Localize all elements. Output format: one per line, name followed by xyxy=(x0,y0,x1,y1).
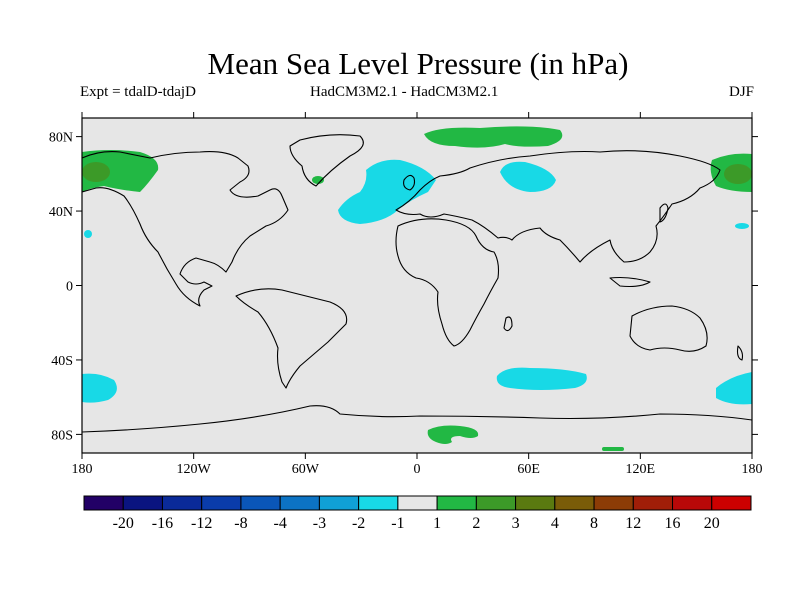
strong-positive-anomaly-regions xyxy=(82,162,752,184)
colorbar-label: -20 xyxy=(113,515,134,532)
small-low-anomaly-pacific-w xyxy=(84,230,92,238)
alaska-strong-high-east xyxy=(724,164,752,184)
new-zealand-coast xyxy=(736,345,744,361)
colorbar-swatch xyxy=(475,495,517,511)
colorbar-swatch xyxy=(593,495,634,511)
colorbar-swatch xyxy=(515,495,556,511)
lon-tick-label: 180 xyxy=(742,462,763,477)
lat-tick-label: 0 xyxy=(66,280,73,295)
colorbar-swatch xyxy=(201,495,242,511)
colorbar-swatch xyxy=(358,495,399,511)
lon-tick-label: 0 xyxy=(414,462,421,477)
colorbar-label: -4 xyxy=(274,515,287,532)
south-pacific-low-anomaly-west xyxy=(82,373,117,403)
colorbar-swatch xyxy=(318,495,360,511)
japan-coast xyxy=(659,203,669,223)
australia-coast xyxy=(629,305,708,352)
lon-tick-label: 180 xyxy=(72,462,93,477)
small-high-anomaly-atlantic xyxy=(312,176,324,184)
lon-tick-label: 120W xyxy=(177,462,212,477)
season-label: DJF xyxy=(728,84,754,100)
colorbar-label: 20 xyxy=(704,515,720,532)
colorbar-swatch xyxy=(672,495,713,511)
experiment-label: Expt = tdalD-tdajD xyxy=(80,84,196,100)
colorbar-swatch xyxy=(632,495,674,511)
colorbar-swatch xyxy=(83,495,124,511)
colorbar-swatch xyxy=(397,495,438,511)
colorbar-label: 16 xyxy=(665,515,681,532)
colorbar-label: 8 xyxy=(590,515,598,532)
antarctica-coast xyxy=(82,405,752,433)
lat-tick-label: 40N xyxy=(49,205,73,220)
colorbar-swatch xyxy=(122,495,163,511)
colorbar-labels: -20 -16 -12 -8 -4 -3 -2 -1 1 2 3 4 8 12 16 20 xyxy=(113,515,720,532)
colorbar xyxy=(83,495,752,511)
colorbar-label: 4 xyxy=(551,515,559,532)
colorbar-label: 2 xyxy=(472,515,480,532)
south-america-coast xyxy=(235,288,348,389)
africa-coast xyxy=(395,218,500,347)
madagascar-coast xyxy=(503,316,513,332)
map-title: Mean Sea Level Pressure (in hPa) xyxy=(207,46,629,81)
south-pacific-low-anomaly-east xyxy=(716,372,752,405)
colorbar-label: -2 xyxy=(352,515,365,532)
latitude-axis: 80N 40N 0 40S 80S xyxy=(49,131,758,443)
alaska-strong-high-west xyxy=(82,162,110,182)
north-america-coast xyxy=(82,151,289,307)
model-label: HadCM3M2.1 - HadCM3M2.1 xyxy=(310,84,499,100)
arctic-high-anomaly xyxy=(424,126,563,148)
lon-tick-label: 120E xyxy=(626,462,656,477)
lon-tick-label: 60E xyxy=(517,462,540,477)
colorbar-swatch xyxy=(554,495,595,511)
antarctic-high-anomaly xyxy=(427,425,479,444)
longitude-axis: 180 120W 60W 0 60E 120E 180 xyxy=(72,112,763,477)
greenland-coast xyxy=(289,134,364,187)
lon-tick-label: 60W xyxy=(292,462,320,477)
small-high-anomaly-antarctic xyxy=(602,447,624,451)
colorbar-swatch xyxy=(711,495,752,511)
colorbar-swatch xyxy=(161,495,203,511)
eurasia-coast xyxy=(395,150,721,263)
colorbar-label: -12 xyxy=(191,515,212,532)
colorbar-swatch xyxy=(240,495,281,511)
colorbar-label: -3 xyxy=(313,515,326,532)
siberia-low-anomaly xyxy=(500,161,556,192)
colorbar-label: 3 xyxy=(512,515,520,532)
lat-tick-label: 80S xyxy=(51,428,73,443)
colorbar-label: 12 xyxy=(625,515,641,532)
alaska-high-anomaly-west xyxy=(82,150,159,192)
colorbar-swatch xyxy=(436,495,477,511)
coastlines xyxy=(82,134,752,433)
colorbar-label: -16 xyxy=(152,515,173,532)
colorbar-label: -8 xyxy=(234,515,247,532)
small-low-anomaly-pacific-e xyxy=(735,223,749,229)
colorbar-label: -1 xyxy=(391,515,404,532)
colorbar-label: 1 xyxy=(433,515,441,532)
colorbar-swatch xyxy=(279,495,320,511)
uk-coast xyxy=(403,174,416,191)
lat-tick-label: 40S xyxy=(51,354,73,369)
lat-tick-label: 80N xyxy=(49,131,73,146)
southern-indian-ocean-low-anomaly xyxy=(496,367,587,390)
indonesia-coast xyxy=(609,276,651,288)
